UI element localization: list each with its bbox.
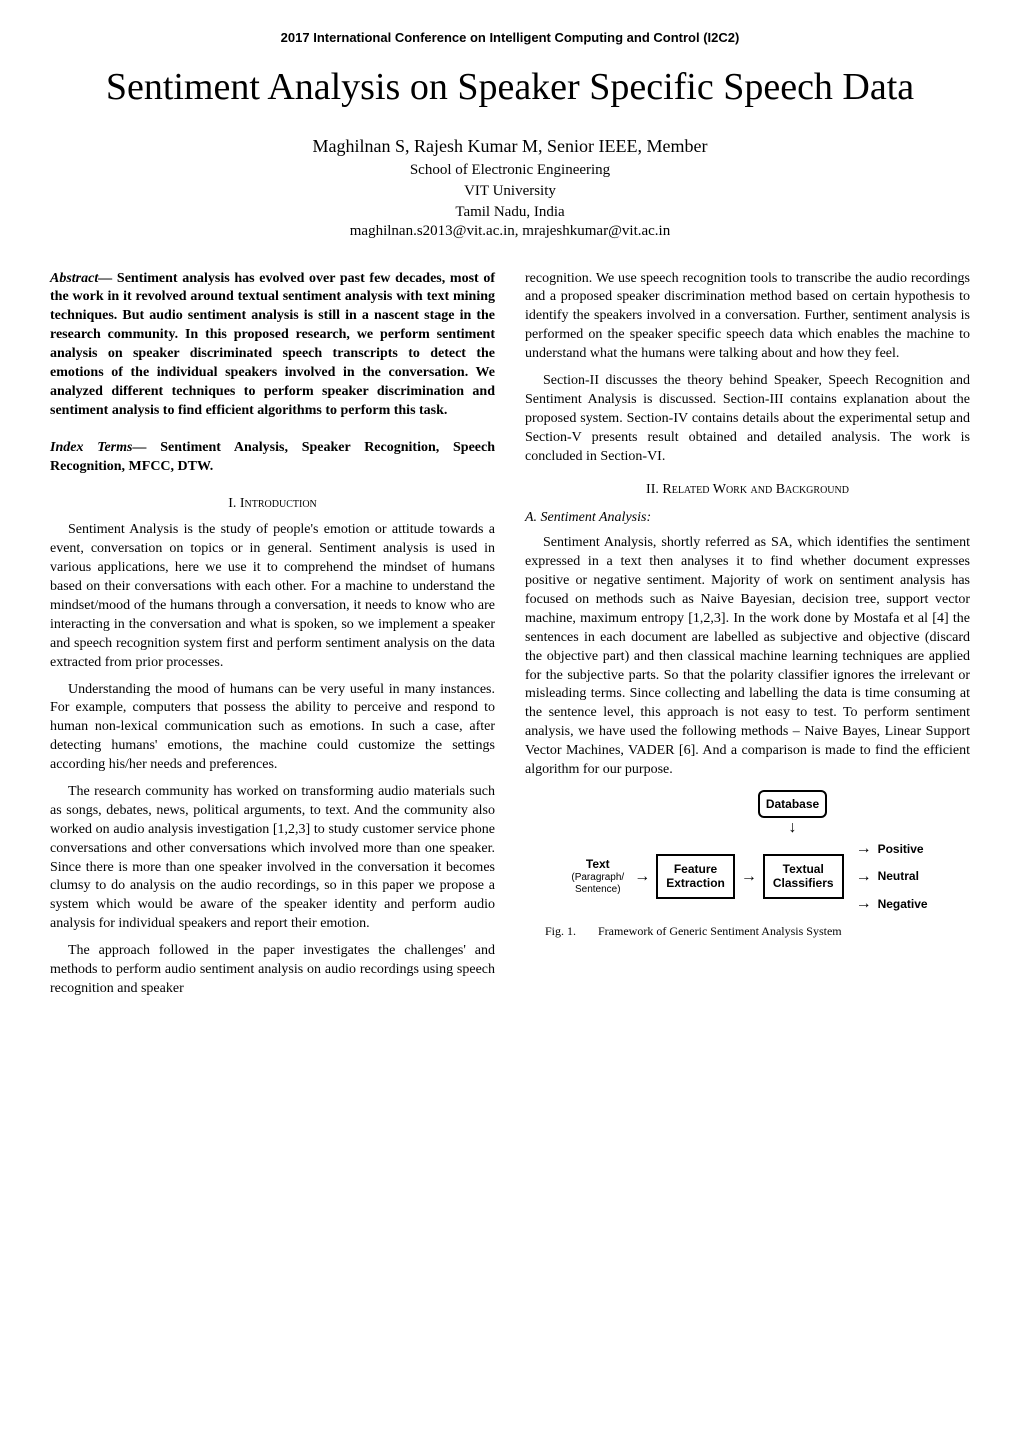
feature-extraction-node: FeatureExtraction <box>656 854 735 899</box>
figure-1-caption-text: Framework of Generic Sentiment Analysis … <box>598 924 842 938</box>
section-related-heading: II. Related Work and Background <box>525 481 970 500</box>
section-related-roman: II. <box>646 482 659 497</box>
text-input-label: Text <box>571 857 624 871</box>
intro-p2: Understanding the mood of humans can be … <box>50 681 495 775</box>
right-cont-p1: recognition. We use speech recognition t… <box>525 270 970 364</box>
conference-header: 2017 International Conference on Intelli… <box>50 30 970 45</box>
flowchart-diagram: Database ↓ Text (Paragraph/Sentence) → F… <box>525 790 970 915</box>
two-column-layout: Abstract— Sentiment analysis has evolved… <box>50 270 970 1007</box>
outcome-positive: → Positive <box>854 838 928 860</box>
abstract-block: Abstract— Sentiment analysis has evolved… <box>50 270 495 421</box>
affiliation-school: School of Electronic Engineering <box>50 160 970 181</box>
outcome-negative: → Negative <box>854 893 928 915</box>
arrow-right-icon: → <box>854 838 874 860</box>
arrow-right-icon: → <box>854 866 874 888</box>
figure-1-caption: Fig. 1. Framework of Generic Sentiment A… <box>525 923 970 939</box>
authors-line: Maghilnan S, Rajesh Kumar M, Senior IEEE… <box>50 136 970 157</box>
intro-p4: The approach followed in the paper inves… <box>50 942 495 999</box>
intro-p1: Sentiment Analysis is the study of peopl… <box>50 521 495 672</box>
text-input-sub: (Paragraph/Sentence) <box>571 872 624 896</box>
text-input-node: Text (Paragraph/Sentence) <box>567 855 628 897</box>
index-terms-label: Index Terms— <box>50 440 160 455</box>
left-column: Abstract— Sentiment analysis has evolved… <box>50 270 495 1007</box>
arrow-right-icon: → <box>854 893 874 915</box>
author-emails: maghilnan.s2013@vit.ac.in, mrajeshkumar@… <box>50 223 970 240</box>
outcome-neutral: → Neutral <box>854 866 928 888</box>
classifiers-node: TextualClassifiers <box>763 854 844 899</box>
affiliation-location: Tamil Nadu, India <box>50 202 970 223</box>
outcome-negative-label: Negative <box>878 896 928 912</box>
outcomes-column: → Positive → Neutral → Negative <box>854 838 928 915</box>
section-intro-roman: I. <box>228 496 236 511</box>
arrow-down-icon: ↓ <box>789 820 797 836</box>
section-intro-text: Introduction <box>240 496 317 511</box>
outcome-positive-label: Positive <box>878 841 924 857</box>
affiliation-university: VIT University <box>50 181 970 202</box>
index-terms-block: Index Terms— Sentiment Analysis, Speaker… <box>50 439 495 477</box>
right-cont-p2: Section-II discusses the theory behind S… <box>525 372 970 466</box>
abstract-text: Sentiment analysis has evolved over past… <box>50 271 495 418</box>
arrow-right-icon: → <box>739 866 759 888</box>
section-related-text: Related Work and Background <box>662 482 849 497</box>
intro-p3: The research community has worked on tra… <box>50 783 495 934</box>
outcome-neutral-label: Neutral <box>878 868 919 884</box>
subsection-a-p1: Sentiment Analysis, shortly referred as … <box>525 534 970 780</box>
database-node: Database <box>758 790 827 818</box>
arrow-right-icon: → <box>632 866 652 888</box>
paper-title: Sentiment Analysis on Speaker Specific S… <box>50 65 970 111</box>
figure-1-label: Fig. 1. <box>545 923 595 939</box>
figure-1: Database ↓ Text (Paragraph/Sentence) → F… <box>525 790 970 939</box>
abstract-label: Abstract— <box>50 271 117 286</box>
section-intro-heading: I. Introduction <box>50 495 495 514</box>
subsection-a-label: A. Sentiment Analysis: <box>525 509 970 528</box>
flow-main-row: Text (Paragraph/Sentence) → FeatureExtra… <box>567 838 927 915</box>
right-column: recognition. We use speech recognition t… <box>525 270 970 1007</box>
